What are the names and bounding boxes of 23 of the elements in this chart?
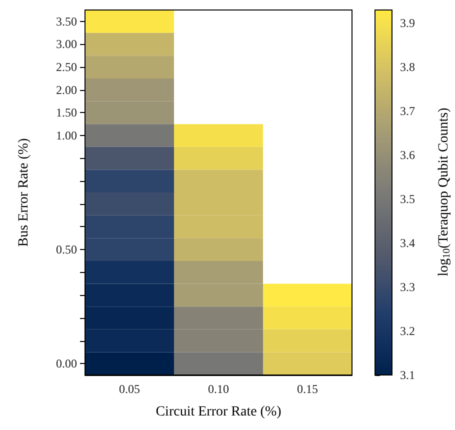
y-tick-label: 2.50 bbox=[56, 60, 77, 74]
y-tick-label: 2.00 bbox=[56, 82, 77, 97]
x-tick-label: 0.10 bbox=[208, 382, 229, 396]
color-bar-label: 3.2 bbox=[400, 324, 415, 338]
color-bar-label: 3.3 bbox=[400, 280, 415, 294]
color-bar-label: 3.5 bbox=[400, 192, 415, 206]
x-tick-label: 0.05 bbox=[119, 382, 140, 396]
color-bar-label: 3.6 bbox=[400, 148, 415, 162]
color-bar-label: 3.8 bbox=[400, 60, 415, 74]
x-tick-label: 0.15 bbox=[297, 382, 318, 396]
color-bar-label: 3.7 bbox=[400, 104, 415, 118]
y-tick-label: 0.00 bbox=[56, 356, 77, 371]
color-bar-label: 3.9 bbox=[400, 16, 415, 30]
y-tick-label: 3.50 bbox=[56, 14, 77, 28]
color-bar-label: 3.4 bbox=[400, 236, 415, 250]
y-tick-label: 3.00 bbox=[56, 37, 77, 52]
y-axis-title: Bus Error Rate (%) bbox=[16, 138, 32, 247]
x-axis-title: Circuit Error Rate (%) bbox=[156, 404, 282, 420]
y-tick-label: 1.00 bbox=[56, 128, 77, 142]
y-tick-label: 1.50 bbox=[56, 106, 77, 120]
y-tick-label: 0.50 bbox=[56, 242, 77, 257]
color-bar-title: log10(Teraquop Qubit Counts) bbox=[436, 107, 452, 276]
color-bar-label: 3.1 bbox=[400, 368, 415, 382]
